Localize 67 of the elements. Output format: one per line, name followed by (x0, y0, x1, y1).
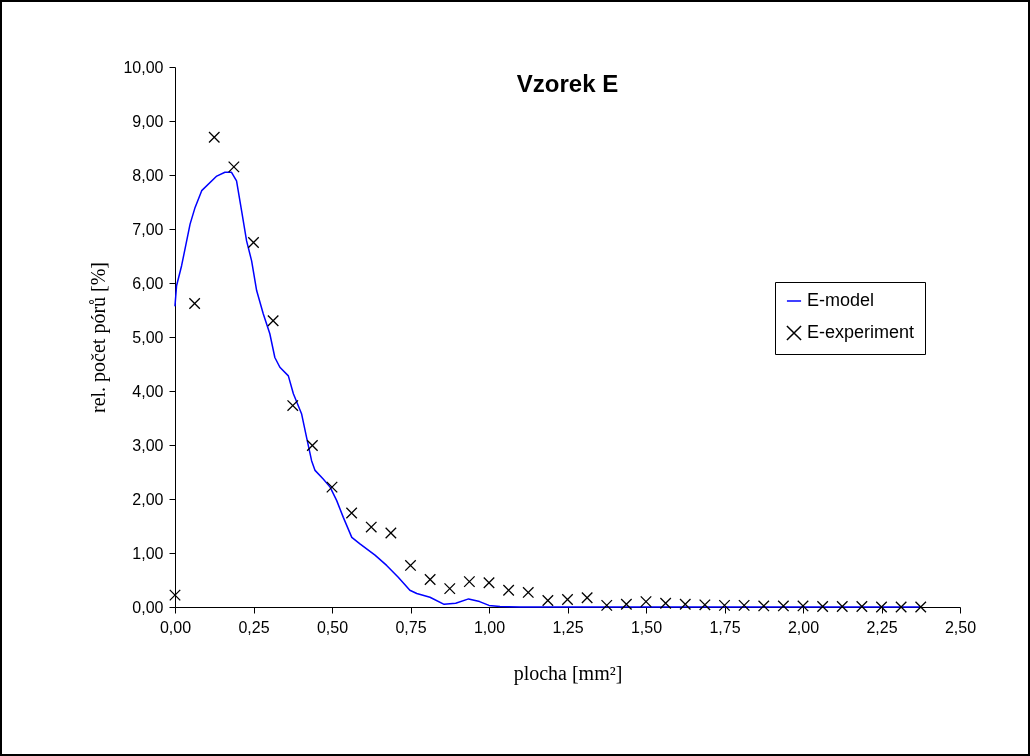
point (895, 601, 908, 613)
x-tick-label: 1,00 (473, 618, 506, 636)
x-tick-label: 1,25 (552, 618, 584, 636)
point (640, 595, 652, 608)
y-tick-label: 5,00 (132, 328, 164, 346)
point (286, 399, 299, 412)
point (306, 439, 319, 452)
point (345, 507, 358, 519)
x-tick-label: 2,00 (787, 618, 820, 636)
point (914, 601, 927, 613)
legend-label: E-model (807, 290, 875, 310)
point (797, 600, 809, 612)
point (267, 314, 280, 327)
y-tick-label: 10,00 (123, 58, 164, 76)
point (600, 599, 613, 612)
chart-title: Vzorek E (516, 70, 619, 97)
point (227, 161, 240, 173)
point (718, 599, 731, 612)
x-tick-label: 1,75 (709, 618, 741, 636)
x-tick-label: 0,00 (159, 618, 192, 636)
x-tick-label: 0,75 (395, 618, 427, 636)
y-tick-label: 8,00 (132, 166, 164, 184)
point (541, 594, 554, 607)
point (365, 521, 378, 533)
point (443, 582, 456, 595)
point (326, 481, 338, 494)
y-tick-label: 4,00 (132, 382, 164, 400)
point (836, 600, 849, 613)
point (384, 527, 397, 539)
y-tick-label: 7,00 (132, 220, 164, 238)
point (738, 599, 751, 612)
point (483, 576, 495, 589)
point (757, 600, 770, 612)
y-axis-title: rel. počet pórů [%] (87, 261, 111, 414)
x-tick-label: 1,50 (630, 618, 663, 636)
point (169, 589, 181, 602)
y-tick-label: 1,00 (132, 544, 164, 562)
point (698, 598, 711, 611)
legend-label: E-experiment (807, 322, 915, 342)
point (424, 573, 437, 586)
y-tick-label: 9,00 (132, 112, 164, 130)
point (875, 601, 888, 613)
point (777, 600, 790, 612)
point (522, 586, 535, 599)
x-tick-label: 0,50 (316, 618, 349, 636)
x-tick-label: 2,25 (866, 618, 898, 636)
y-tick-label: 6,00 (132, 274, 164, 292)
x-axis-title: plocha [mm²] (513, 661, 623, 685)
point (463, 575, 476, 588)
point (659, 597, 672, 610)
x-tick-label: 0,25 (238, 618, 270, 636)
point (581, 591, 594, 604)
y-tick-label: 2,00 (132, 490, 164, 508)
point (188, 297, 201, 310)
point (502, 584, 515, 597)
line-series (174, 171, 922, 608)
y-tick-label: 3,00 (132, 436, 164, 454)
point (208, 131, 221, 144)
point (679, 598, 692, 611)
point (620, 598, 633, 611)
point (816, 600, 829, 613)
point (404, 559, 417, 572)
point (855, 600, 868, 613)
x-tick-label: 2,50 (944, 618, 977, 636)
point (561, 593, 574, 606)
y-tick-label: 0,00 (132, 598, 164, 616)
point (247, 236, 260, 249)
